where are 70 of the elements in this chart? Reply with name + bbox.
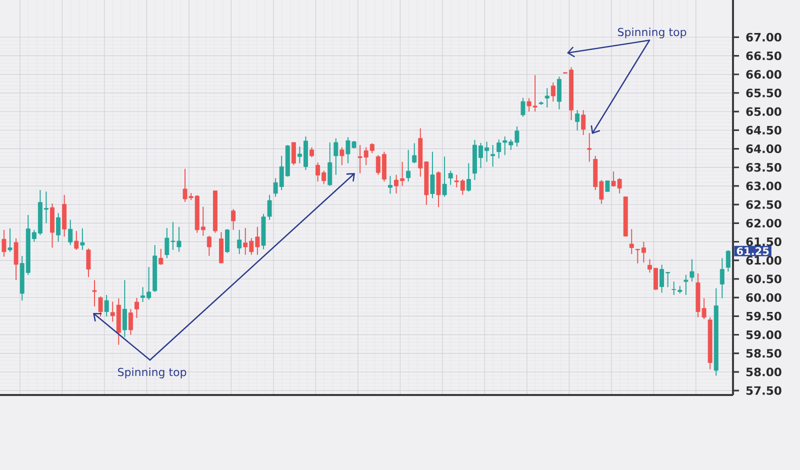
candlestick [436,170,441,208]
y-tick-label: 65.00 [746,107,782,116]
candlestick [726,250,730,272]
candlestick [520,97,526,118]
candlestick [490,144,496,168]
candlestick [68,219,73,246]
candlestick [581,110,586,136]
candlestick [8,228,12,252]
candlestick [605,180,610,192]
candlestick [550,82,556,102]
candlestick [328,142,332,186]
candlestick [412,142,417,164]
candlestick [74,230,79,250]
y-tick-label: 58.50 [746,348,782,358]
candlestick [556,76,562,110]
candlestick [587,132,592,162]
candlestick [80,228,85,250]
candlestick [225,228,230,254]
y-tick-label: 62.00 [746,218,782,228]
candlestick [237,229,242,255]
y-tick-label: 61.50 [746,237,782,246]
candlestick [388,175,392,194]
candlestick [104,294,109,318]
candlestick [158,248,164,266]
candlestick [231,208,236,230]
candlestick [575,110,580,132]
candlestick [544,88,550,108]
y-tick-label: 65.50 [746,88,782,98]
y-tick-label: 60.50 [746,274,782,284]
text: 61.25 [736,247,769,256]
candlestick [466,162,471,192]
y-tick-label: 66.00 [746,70,782,79]
y-tick-label: 63.50 [746,163,782,172]
candlestick [406,149,411,182]
candlestick [430,151,435,199]
y-tick-label: 64.50 [746,126,782,135]
candlestick [2,229,6,258]
annotation: Spinning top [618,28,686,38]
candlestick [334,138,338,176]
candlestick [92,280,97,307]
y-tick-label: 66.50 [746,51,782,60]
candlestick [98,296,103,318]
candlestick [122,280,127,338]
y-tick-label: 60.00 [746,293,782,302]
candlestick [690,258,694,282]
candlestick [448,170,453,186]
y-tick-label: 61.00 [746,256,782,265]
candlestick [442,156,447,198]
y-tick-label: 62.50 [746,200,782,209]
y-tick-label: 63.00 [746,182,782,190]
candlestick [672,281,676,296]
candlestick [86,248,91,278]
candlestick [684,274,688,296]
candlestick [56,212,61,242]
candlestick [134,297,139,319]
candlestick [720,258,724,299]
y-tick-label: 67.00 [746,32,782,42]
y-tick-label: 59.50 [746,312,782,320]
candlestick [14,238,18,281]
y-tick-label: 64.00 [746,144,782,154]
candlestick [340,146,344,166]
candlestick [128,308,133,336]
candlestick [206,235,212,256]
y-tick-label: 59.00 [746,330,782,340]
y-tick-label: 57.50 [746,386,782,395]
candlestick [629,228,634,255]
candlestick [310,146,314,158]
y-tick-label: 58.00 [746,368,782,376]
annotation: Spinning top [118,368,186,378]
candlestick [291,142,296,166]
